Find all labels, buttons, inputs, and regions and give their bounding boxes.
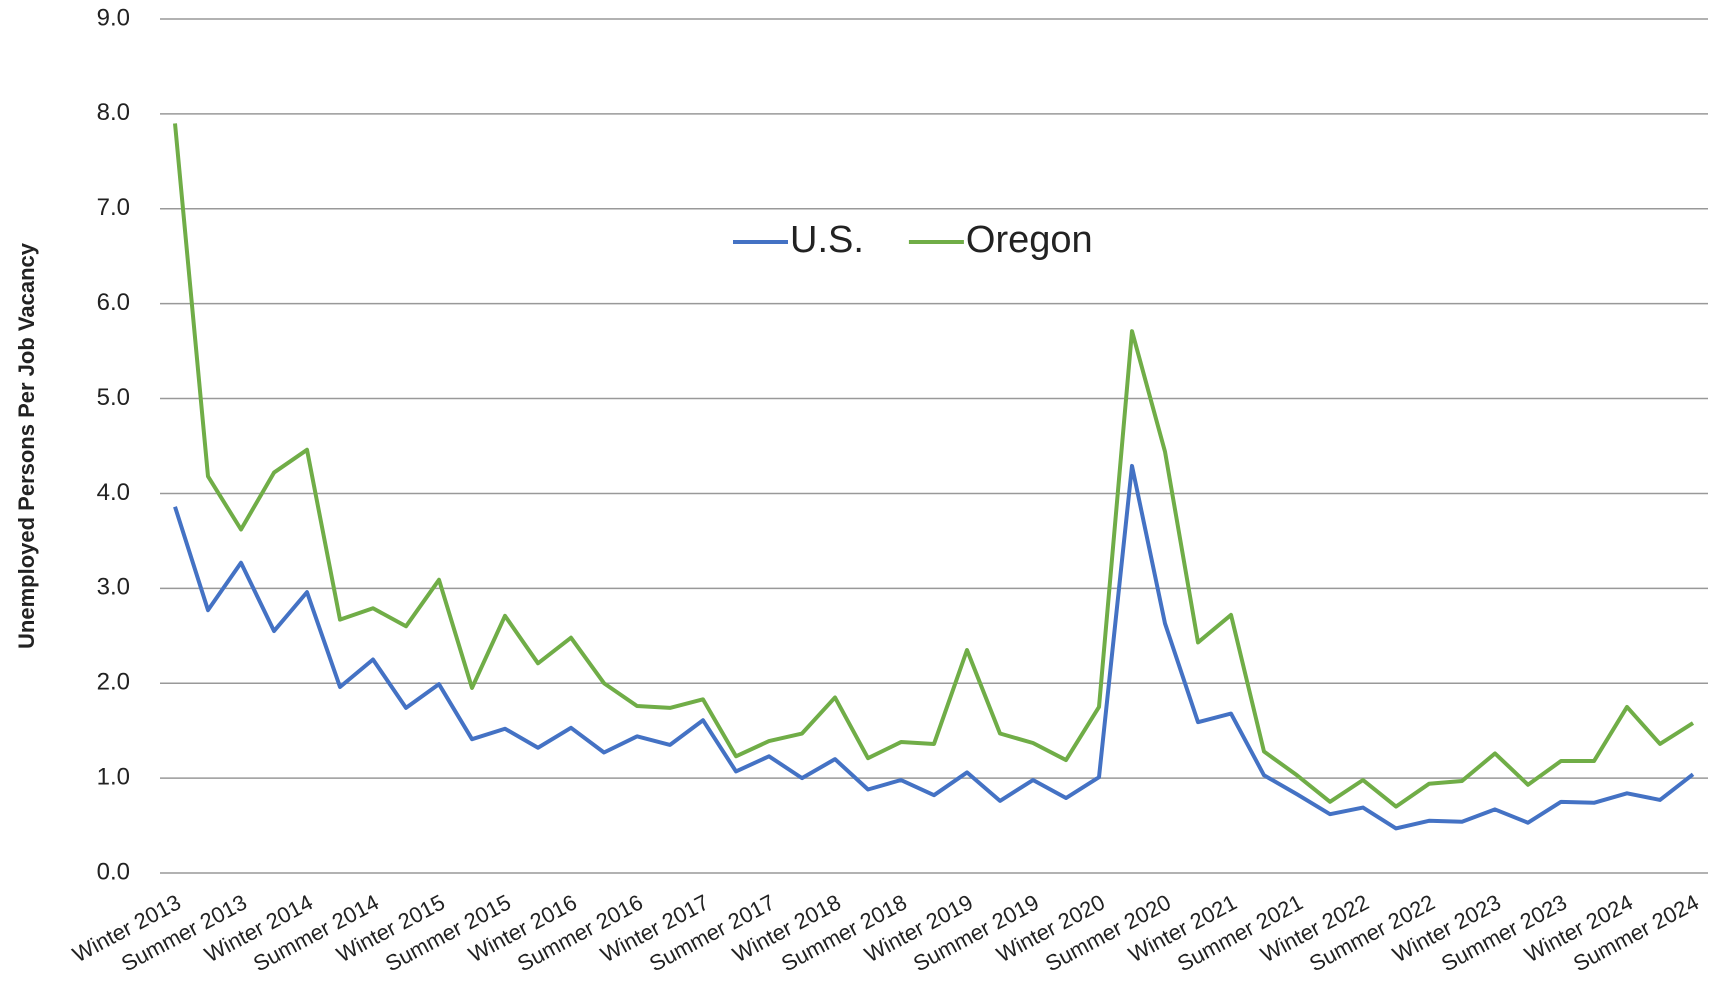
legend-label: Oregon <box>966 219 1093 261</box>
y-tick-label: 0.0 <box>97 858 130 885</box>
y-tick-label: 6.0 <box>97 289 130 316</box>
y-tick-label: 9.0 <box>97 4 130 31</box>
series-line <box>173 463 1695 831</box>
y-tick-label: 3.0 <box>97 574 130 601</box>
y-tick-label: 1.0 <box>97 763 130 790</box>
y-tick-label: 7.0 <box>97 194 130 221</box>
y-tick-label: 5.0 <box>97 384 130 411</box>
y-tick-label: 2.0 <box>97 669 130 696</box>
legend-label: U.S. <box>790 219 864 261</box>
series-line <box>173 123 1695 809</box>
y-tick-label: 4.0 <box>97 479 130 506</box>
y-tick-label: 8.0 <box>97 99 130 126</box>
y-axis-label: Unemployed Persons Per Job Vacancy <box>14 242 39 649</box>
